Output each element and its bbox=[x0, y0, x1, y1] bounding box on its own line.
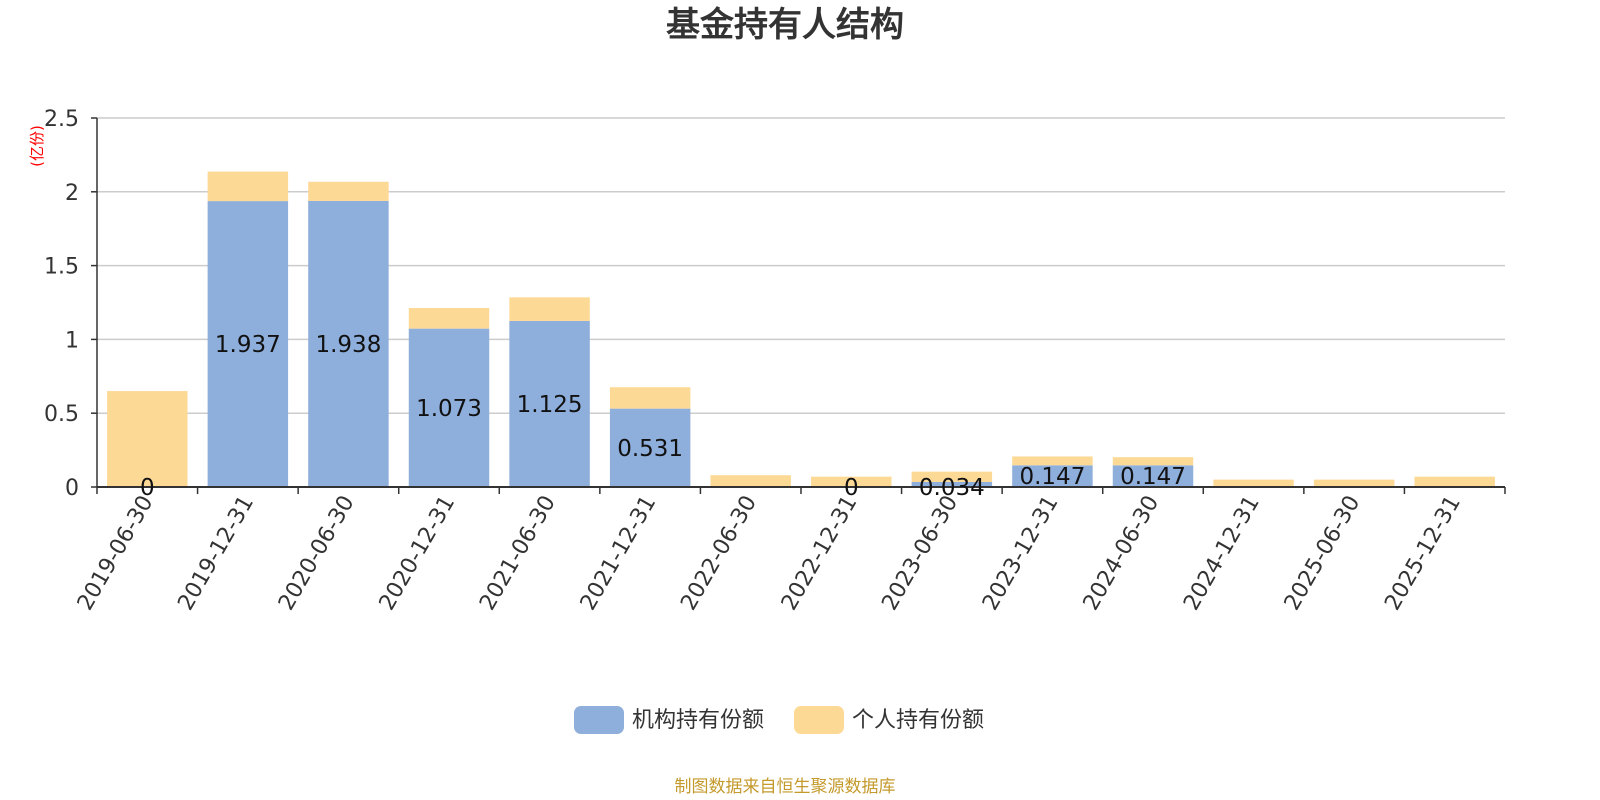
y-tick-label: 1.5 bbox=[44, 255, 79, 280]
bar-institutional[interactable] bbox=[408, 328, 490, 487]
data-source-note: 制图数据来自恒生聚源数据库 bbox=[675, 777, 896, 797]
bar-value-label: 0 bbox=[844, 475, 859, 501]
bar-institutional[interactable] bbox=[308, 200, 389, 487]
x-tick-label: 2019-12-31 bbox=[173, 492, 259, 615]
bar-institutional[interactable] bbox=[1012, 465, 1093, 487]
bar-value-label: 1.937 bbox=[215, 332, 281, 358]
x-tick-label: 2019-06-30 bbox=[73, 492, 159, 615]
x-tick-label: 2020-12-31 bbox=[375, 492, 461, 615]
bar-individual[interactable] bbox=[911, 471, 993, 482]
y-tick-label: 2.5 bbox=[44, 107, 79, 132]
x-tick-label: 2024-06-30 bbox=[1079, 492, 1165, 615]
bars bbox=[107, 171, 1495, 487]
x-tick-label: 2022-12-31 bbox=[777, 492, 863, 615]
y-tick-label: 1 bbox=[65, 328, 79, 353]
x-tick-label: 2023-06-30 bbox=[877, 492, 963, 615]
bar-individual[interactable] bbox=[811, 476, 892, 487]
bar-individual[interactable] bbox=[1213, 479, 1294, 487]
bar-individual[interactable] bbox=[207, 171, 289, 202]
y-tick-label: 0.5 bbox=[44, 402, 79, 427]
bar-individual[interactable] bbox=[408, 307, 490, 329]
x-tick-label: 2021-06-30 bbox=[475, 492, 561, 615]
bar-value-label: 0 bbox=[140, 475, 155, 501]
bar-individual[interactable] bbox=[609, 387, 691, 409]
bar-value-label: 1.125 bbox=[517, 392, 583, 418]
bar-individual[interactable] bbox=[1313, 479, 1395, 487]
y-tick-label: 2 bbox=[65, 181, 79, 206]
bar-individual[interactable] bbox=[1414, 476, 1495, 487]
bar-individual[interactable] bbox=[308, 181, 389, 201]
x-tick-label: 2021-12-31 bbox=[576, 492, 662, 615]
bar-institutional[interactable] bbox=[207, 201, 289, 487]
bar-institutional[interactable] bbox=[609, 408, 691, 487]
legend-swatch[interactable] bbox=[574, 706, 624, 734]
legend-swatch[interactable] bbox=[794, 706, 844, 734]
x-tick-label: 2022-06-30 bbox=[676, 492, 762, 615]
y-tick-label: 0 bbox=[65, 476, 79, 501]
bar-individual[interactable] bbox=[1012, 456, 1093, 466]
bar-institutional[interactable] bbox=[509, 320, 590, 487]
bar-value-label: 1.938 bbox=[315, 332, 381, 358]
bar-individual[interactable] bbox=[710, 475, 791, 487]
bar-value-label: 0.147 bbox=[1019, 464, 1085, 490]
x-tick-label: 2020-06-30 bbox=[274, 492, 360, 615]
bar-institutional[interactable] bbox=[1112, 465, 1194, 487]
chart-title: 基金持有人结构 bbox=[666, 5, 904, 45]
bar-individual[interactable] bbox=[1112, 457, 1194, 466]
bar-individual[interactable] bbox=[509, 297, 590, 321]
legend-label[interactable]: 个人持有份额 bbox=[852, 708, 984, 733]
bar-value-label: 0.147 bbox=[1120, 464, 1186, 490]
bar-value-label: 0.034 bbox=[919, 475, 985, 501]
x-tick-label: 2025-12-31 bbox=[1380, 492, 1466, 615]
legend[interactable]: 机构持有份额 个人持有份额 bbox=[574, 706, 984, 734]
legend-label[interactable]: 机构持有份额 bbox=[632, 708, 764, 733]
bar-value-label: 0.531 bbox=[617, 436, 683, 462]
bar-individual[interactable] bbox=[107, 391, 188, 487]
x-tick-label: 2023-12-31 bbox=[978, 492, 1064, 615]
bar-value-label: 1.073 bbox=[416, 396, 482, 422]
x-tick-label: 2025-06-30 bbox=[1280, 492, 1366, 615]
grid-lines bbox=[97, 117, 1505, 414]
bar-labels: 0 1.937 1.938 1.073 1.125 0.531 0 0.034 0.147 0.1… bbox=[140, 332, 1186, 501]
bar-institutional[interactable] bbox=[911, 481, 993, 487]
y-unit-label: (亿份) bbox=[28, 125, 46, 167]
x-tick-label: 2024-12-31 bbox=[1179, 492, 1265, 615]
